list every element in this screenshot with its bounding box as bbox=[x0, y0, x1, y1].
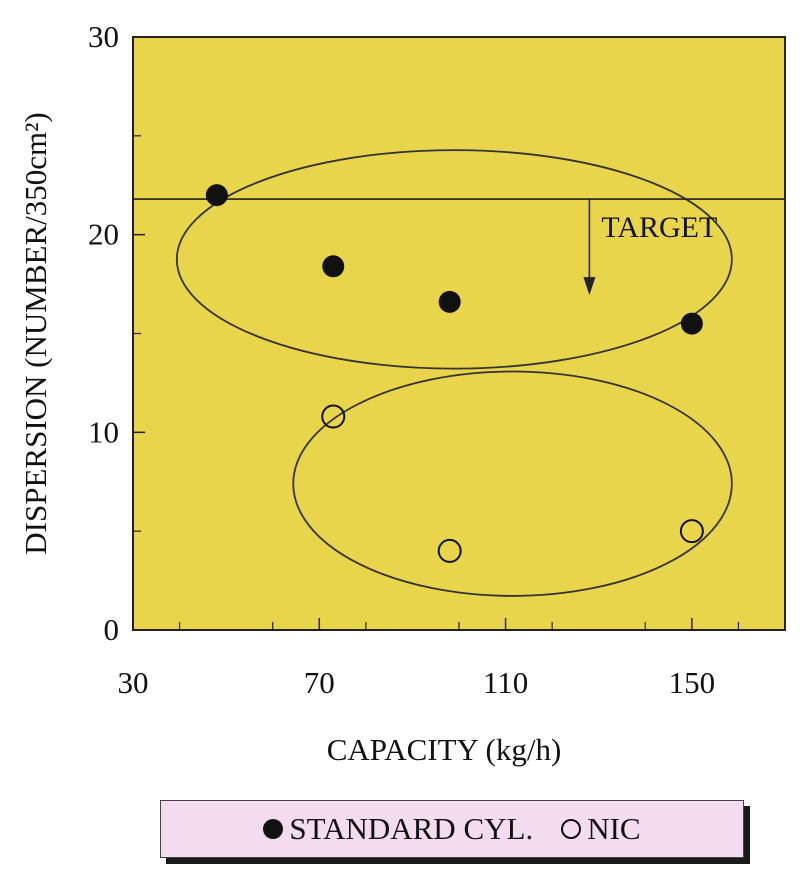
target-label: TARGET bbox=[601, 211, 717, 244]
x-tick-label: 30 bbox=[118, 665, 149, 700]
x-tick-label: 150 bbox=[669, 665, 716, 700]
nic-point bbox=[321, 404, 346, 429]
legend-label-nic: NIC bbox=[587, 811, 641, 846]
y-axis-title: DISPERSION (NUMBER/350cm²) bbox=[18, 112, 53, 554]
filled-circle-icon bbox=[263, 819, 284, 839]
x-tick-label: 110 bbox=[483, 665, 528, 700]
y-tick-label: 0 bbox=[104, 612, 120, 647]
cluster-ellipse-standard-cyl bbox=[175, 149, 733, 370]
standard-cyl-point bbox=[322, 255, 345, 278]
cluster-ellipse-nic bbox=[292, 370, 733, 597]
y-tick-label: 10 bbox=[88, 414, 119, 449]
legend: STANDARD CYL. NIC bbox=[160, 800, 744, 858]
hollow-circle-icon bbox=[561, 819, 582, 839]
y-tick-label: 30 bbox=[88, 19, 119, 54]
standard-cyl-point bbox=[205, 184, 228, 207]
standard-cyl-point bbox=[438, 290, 461, 313]
nic-point bbox=[437, 538, 462, 563]
y-tick-label: 20 bbox=[88, 217, 119, 252]
x-axis-title: CAPACITY (kg/h) bbox=[327, 732, 562, 767]
nic-point bbox=[679, 519, 704, 544]
x-tick-label: 70 bbox=[304, 665, 335, 700]
legend-label-standard-cyl: STANDARD CYL. bbox=[289, 811, 534, 846]
target-arrow-head bbox=[583, 277, 596, 296]
standard-cyl-point bbox=[680, 312, 703, 335]
legend-item-standard-cyl: STANDARD CYL. bbox=[263, 811, 533, 847]
legend-item-nic: NIC bbox=[561, 811, 641, 847]
scatter-chart: TARGET 30 70 110 150 0 10 20 30 CAPACITY (kg/h… bbox=[18, 19, 786, 767]
plot-area bbox=[132, 36, 786, 631]
